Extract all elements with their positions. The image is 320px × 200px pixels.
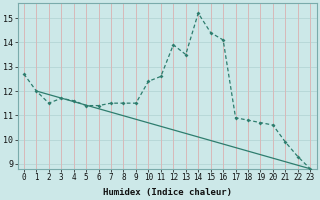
X-axis label: Humidex (Indice chaleur): Humidex (Indice chaleur) (103, 188, 232, 197)
